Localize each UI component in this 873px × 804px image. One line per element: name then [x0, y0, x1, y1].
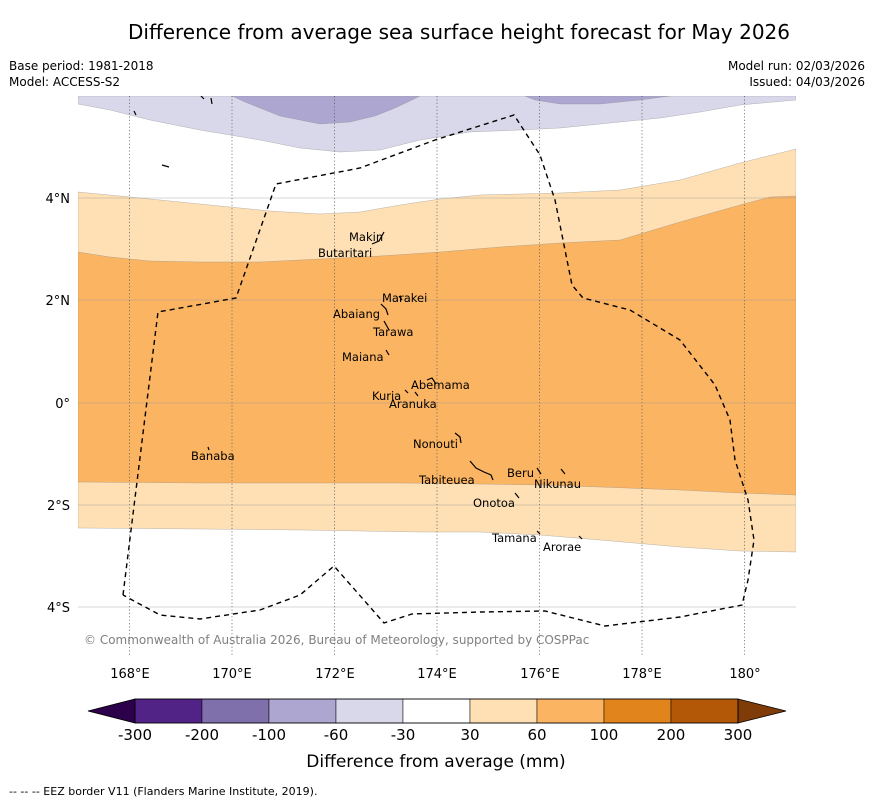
cb-tick-5: -30 [391, 726, 416, 744]
colorbar-segment [134, 698, 203, 724]
lon-tick-168e: 168°E [110, 667, 150, 682]
island-shapes [133, 96, 583, 540]
map-title: Difference from average sea surface heig… [127, 20, 790, 44]
cb-tick-9: 200 [657, 726, 686, 744]
longitude-ticks: 168°E 170°E 172°E 174°E 176°E 178°E 180° [110, 667, 760, 682]
label-beru: Beru [507, 466, 534, 480]
latitude-lines [78, 197, 796, 608]
lon-tick-176e: 176°E [520, 667, 560, 682]
lon-tick-174e: 174°E [417, 667, 457, 682]
metadata-right: Model run: 02/03/2026 Issued: 04/03/2026 [728, 58, 865, 90]
colorbar-outline [134, 698, 739, 724]
cb-tick-7: 60 [527, 726, 546, 744]
lon-tick-172e: 172°E [315, 667, 355, 682]
label-maiana: Maiana [342, 350, 384, 364]
label-onotoa: Onotoa [473, 496, 515, 510]
metadata-left: Base period: 1981-2018 Model: ACCESS-S2 [9, 58, 154, 90]
label-tamana: Tamana [491, 531, 537, 545]
lat-tick-eq: 0° [55, 397, 70, 412]
label-nonouti: Nonouti [413, 437, 458, 451]
lat-tick-2n: 2°N [46, 294, 71, 309]
colorbar-segment [268, 698, 337, 724]
colorbar-segments [134, 698, 739, 724]
lon-tick-180: 180° [729, 667, 760, 682]
label-abaiang: Abaiang [333, 307, 380, 321]
colorbar-tick-labels: -300 -200 -100 -60 -30 30 60 100 200 300 [118, 726, 752, 744]
cb-tick-4: -60 [324, 726, 349, 744]
latitude-ticks: 4°N 2°N 0° 2°S 4°S [46, 192, 71, 616]
model-name: Model: ACCESS-S2 [9, 75, 121, 89]
colorbar-extend-high [737, 698, 787, 724]
lon-tick-178e: 178°E [622, 667, 662, 682]
cb-tick-3: -100 [252, 726, 286, 744]
colorbar-segment [469, 698, 538, 724]
label-banaba: Banaba [191, 449, 235, 463]
eez-border [122, 114, 755, 627]
colorbar-label: Difference from average (mm) [306, 752, 565, 772]
map-panel: Makin Butaritari Marakei Abaiang Tarawa … [78, 96, 796, 657]
colorbar: -300 -200 -100 -60 -30 30 60 100 200 300… [87, 698, 787, 772]
colorbar-segment [402, 698, 471, 724]
label-abemama: Abemama [411, 378, 470, 392]
colorbar-segment [603, 698, 672, 724]
colorbar-segment [670, 698, 739, 724]
lat-tick-4n: 4°N [46, 192, 71, 207]
label-makin: Makin [349, 230, 383, 244]
cb-tick-6: 30 [460, 726, 479, 744]
colorbar-segment [335, 698, 404, 724]
copyright-notice: © Commonwealth of Australia 2026, Bureau… [84, 633, 589, 647]
lat-tick-4s: 4°S [47, 601, 70, 616]
band-minus-60-100 [231, 96, 671, 125]
cb-tick-1: -300 [118, 726, 152, 744]
label-arorae: Arorae [543, 540, 581, 554]
island-labels: Makin Butaritari Marakei Abaiang Tarawa … [191, 230, 581, 554]
colorbar-segment [536, 698, 605, 724]
label-tabiteuea: Tabiteuea [418, 473, 475, 487]
cb-tick-2: -200 [185, 726, 219, 744]
label-nikunau: Nikunau [534, 477, 581, 491]
base-period: Base period: 1981-2018 [9, 59, 154, 73]
issued-date: Issued: 04/03/2026 [749, 75, 865, 89]
label-kuria: Kuria [372, 389, 401, 403]
cb-tick-10: 300 [724, 726, 753, 744]
lat-tick-2s: 2°S [47, 499, 70, 514]
band-60-100 [78, 195, 796, 496]
label-aranuka: Aranuka [389, 397, 437, 411]
cb-tick-8: 100 [590, 726, 619, 744]
colorbar-segment [201, 698, 270, 724]
label-tarawa: Tarawa [372, 325, 413, 339]
label-butaritari: Butaritari [318, 246, 372, 260]
model-run: Model run: 02/03/2026 [727, 59, 865, 73]
lon-tick-170e: 170°E [212, 667, 252, 682]
eez-footnote: -- -- -- EEZ border V11 (Flanders Marine… [9, 785, 318, 798]
label-marakei: Marakei [382, 291, 427, 305]
colorbar-extend-low [87, 698, 136, 724]
